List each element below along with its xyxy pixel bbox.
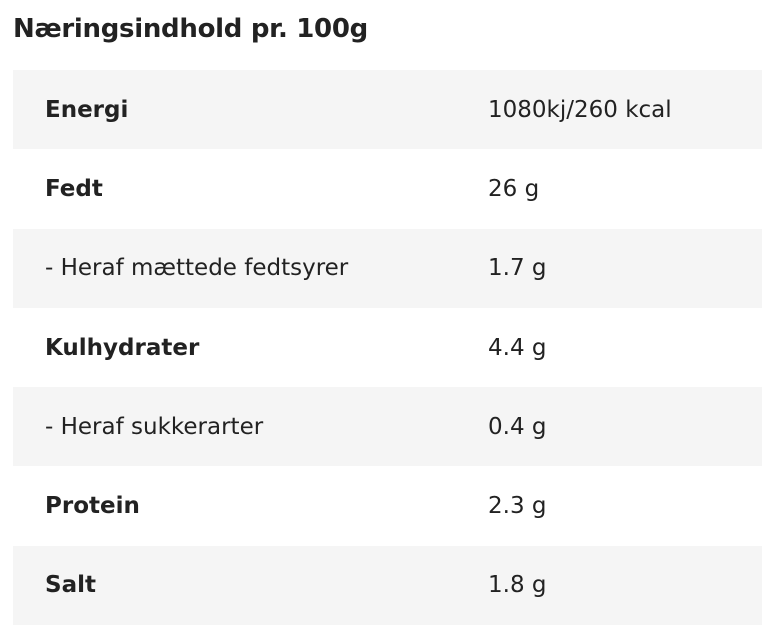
row-value: 1.8 g [488, 572, 547, 599]
table-row: Fedt 26 g [13, 149, 762, 228]
row-label: Fedt [45, 175, 103, 202]
row-value: 1.7 g [488, 255, 547, 282]
row-label: Kulhydrater [45, 334, 200, 361]
row-label: Energi [45, 96, 129, 123]
table-row: Salt 1.8 g [13, 545, 762, 626]
nutrition-table: Energi 1080kj/260 kcal Fedt 26 g - Heraf mæt… [13, 70, 762, 626]
row-label: - Heraf sukkerarter [45, 413, 264, 440]
table-row: - Heraf sukkerarter 0.4 g [13, 387, 762, 467]
row-label: - Heraf mættede fedtsyrer [45, 255, 349, 282]
table-row: Energi 1080kj/260 kcal [13, 70, 762, 150]
row-label: Protein [45, 493, 140, 520]
table-row: Kulhydrater 4.4 g [13, 308, 762, 387]
row-label: Salt [45, 572, 96, 599]
row-value: 4.4 g [488, 334, 547, 361]
table-row: - Heraf mættede fedtsyrer 1.7 g [13, 228, 762, 308]
row-value: 2.3 g [488, 493, 547, 520]
title: Næringsindhold pr. 100g [13, 14, 368, 44]
row-value: 1080kj/260 kcal [488, 96, 672, 123]
row-value: 26 g [488, 175, 540, 202]
row-value: 0.4 g [488, 413, 547, 440]
table-row: Protein 2.3 g [13, 466, 762, 545]
table-body: Energi 1080kj/260 kcal Fedt 26 g - Heraf mæt… [13, 70, 762, 626]
